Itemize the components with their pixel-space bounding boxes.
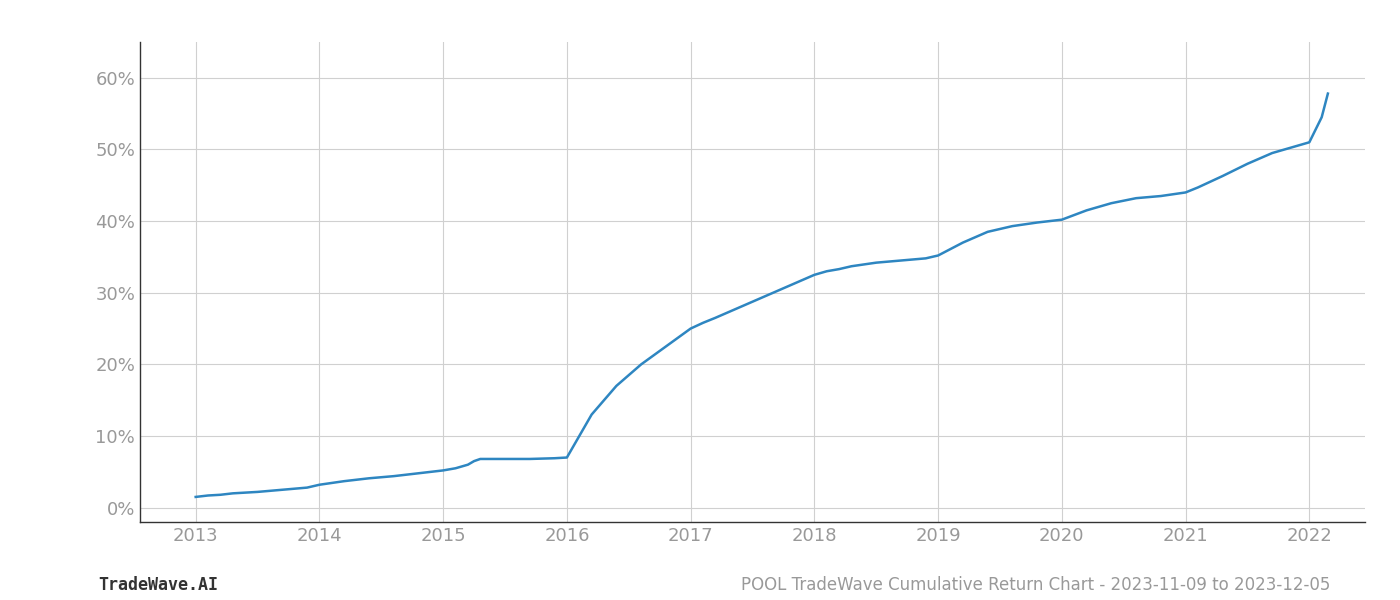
Text: TradeWave.AI: TradeWave.AI bbox=[98, 576, 218, 594]
Text: POOL TradeWave Cumulative Return Chart - 2023-11-09 to 2023-12-05: POOL TradeWave Cumulative Return Chart -… bbox=[741, 576, 1330, 594]
